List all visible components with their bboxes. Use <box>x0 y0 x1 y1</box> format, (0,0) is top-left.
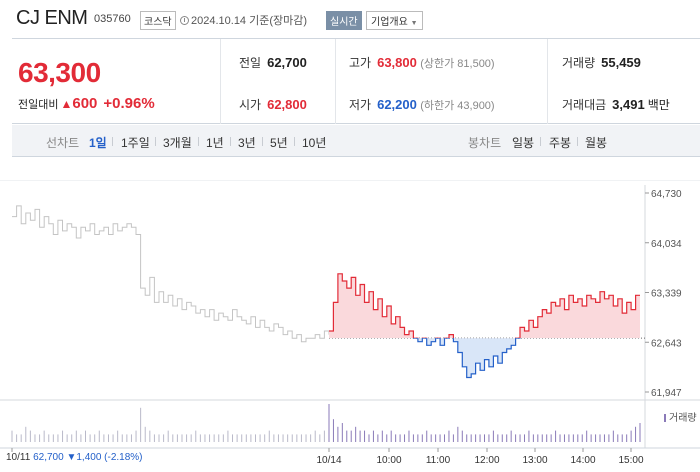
x-tick-label: 10/14 <box>316 455 341 466</box>
today-line-down <box>412 338 521 379</box>
prev-day-change: ▼1,400 <box>66 452 102 463</box>
tab-5y[interactable]: 5년 <box>270 136 288 150</box>
change-percent: +0.96% <box>103 95 155 112</box>
up-triangle-icon: ▲ <box>60 97 73 111</box>
chevron-down-icon: ▼ <box>410 20 418 27</box>
y-tick-label: 64,034 <box>651 239 682 250</box>
divider <box>335 39 336 124</box>
y-tick-label: 64,730 <box>651 189 682 200</box>
prev-day-close: 62,700 <box>33 452 64 463</box>
price-summary: 63,300 전일대비 ▲600 +0.96% <box>12 39 221 124</box>
tab-3m[interactable]: 3개월 <box>163 136 192 150</box>
candle-chart-label: 봉차트 <box>468 136 502 150</box>
tab-1y[interactable]: 1년 <box>206 136 224 150</box>
company-overview-button[interactable]: 기업개요 ▼ <box>366 11 423 30</box>
stock-name: CJ ENM <box>16 7 88 29</box>
prev-day-date: 10/11 <box>6 452 31 463</box>
prev-close: 전일 62,700 <box>239 55 307 70</box>
price-change: 전일대비 ▲600 +0.96% <box>18 95 155 112</box>
tab-1w[interactable]: 1주일 <box>121 136 150 150</box>
tab-monthly-candle[interactable]: 월봉 <box>585 136 608 150</box>
x-tick-label: 12:00 <box>474 455 499 466</box>
prev-day-info: 10/11 62,700 ▼1,400 (-2.18%) <box>6 452 143 463</box>
x-tick-label: 11:00 <box>426 455 451 466</box>
tab-10y[interactable]: 10년 <box>302 136 327 150</box>
quote-panel: 63,300 전일대비 ▲600 +0.96% 전일 62,700 시가 62,800 … <box>12 38 700 124</box>
x-tick-label: 13:00 <box>522 455 547 466</box>
low-price: 저가 62,200 (하한가 43,900) <box>349 97 495 112</box>
current-price: 63,300 <box>18 57 101 88</box>
y-tick-label: 62,643 <box>651 338 682 349</box>
tab-1d[interactable]: 1일 <box>89 136 107 150</box>
tab-daily-candle[interactable]: 일봉 <box>512 136 535 150</box>
as-of-date: 2024.10.14 기준(장마감) <box>180 12 307 28</box>
trade-value: 거래대금 3,491 백만 <box>562 97 670 112</box>
stock-code: 035760 <box>94 13 131 25</box>
down-area <box>413 338 520 378</box>
stock-header: CJ ENM 035760 코스닥 2024.10.14 기준(장마감) 실시간… <box>0 0 700 36</box>
open-price: 시가 62,800 <box>239 97 307 112</box>
company-overview-label: 기업개요 <box>371 17 408 28</box>
x-tick-label: 14:00 <box>570 455 595 466</box>
prev-day-percent: (-2.18%) <box>104 452 143 463</box>
trade-volume: 거래량 55,459 <box>562 55 641 70</box>
intraday-chart[interactable]: 64,730 64,034 63,339 62,643 61,947 10/14 10:00… <box>0 180 700 472</box>
up-area <box>329 273 640 339</box>
realtime-button[interactable]: 실시간 <box>326 11 362 30</box>
today-line-up <box>329 273 640 339</box>
divider <box>547 39 548 124</box>
y-tick-label: 63,339 <box>651 289 682 300</box>
y-tick-label: 61,947 <box>651 388 682 399</box>
line-chart-label: 선차트 <box>46 136 80 150</box>
high-price: 고가 63,800 (상한가 81,500) <box>349 55 495 70</box>
as-of-text: 2024.10.14 기준(장마감) <box>191 15 308 27</box>
clock-icon <box>180 16 189 25</box>
chart-period-tabs: 선차트 1일 1주일 3개월 1년 3년 5년 10년 봉차트 일봉 주봉 월봉 <box>12 125 700 157</box>
tab-weekly-candle[interactable]: 주봉 <box>549 136 572 150</box>
change-amount: 600 <box>72 95 98 112</box>
x-tick-label: 15:00 <box>618 455 643 466</box>
market-badge: 코스닥 <box>140 11 176 30</box>
change-label: 전일대비 <box>18 99 59 111</box>
volume-legend-swatch <box>664 414 666 422</box>
x-tick-label: 10:00 <box>376 455 401 466</box>
tab-3y[interactable]: 3년 <box>238 136 256 150</box>
prev-day-line <box>12 205 330 343</box>
volume-legend: 거래량 <box>664 409 697 424</box>
